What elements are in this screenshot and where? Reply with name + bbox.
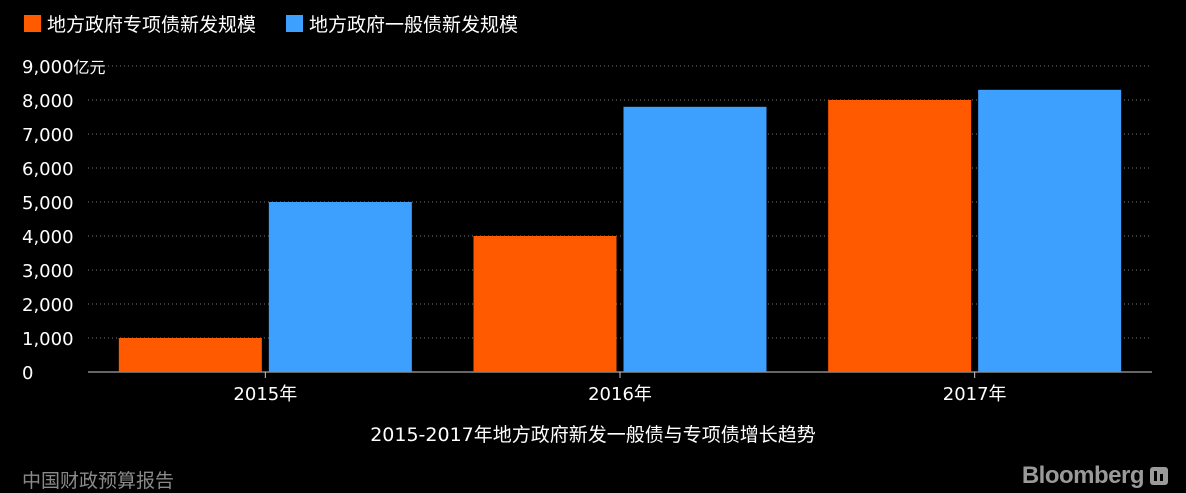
bar	[623, 106, 767, 373]
legend-item-special: 地方政府专项债新发规模	[24, 10, 256, 37]
chart-title: 2015-2017年地方政府新发一般债与专项债增长趋势	[370, 424, 816, 446]
bar	[828, 100, 972, 372]
y-tick-label: 2,000	[22, 295, 74, 316]
x-tick-label: 2017年	[943, 384, 1007, 405]
bar	[268, 202, 412, 372]
legend-label-special: 地方政府专项债新发规模	[47, 14, 257, 36]
y-tick-label: 9,000亿元	[22, 57, 106, 78]
brand-logo: Bloomberg	[1022, 462, 1168, 490]
y-tick-label: 5,000	[22, 193, 74, 214]
bar-chart: 0 1,000 2,000 3,000 4,000 5,000 6,000 7,000 8,00…	[22, 57, 1152, 446]
brand-text: Bloomberg	[1021, 462, 1145, 489]
y-tick-label: 4,000	[22, 227, 74, 248]
legend-swatch-special	[24, 15, 41, 32]
chart-icon	[1150, 467, 1168, 485]
source-note: 中国财政预算报告	[22, 470, 175, 492]
y-unit-label: 亿元	[74, 58, 106, 77]
y-tick-label: 6,000	[22, 159, 74, 180]
x-tick-label: 2016年	[588, 384, 652, 405]
legend-item-general: 地方政府一般债新发规模	[286, 10, 518, 37]
x-tick-label: 2015年	[233, 384, 297, 405]
y-tick-label: 7,000	[22, 125, 74, 146]
y-tick-label: 3,000	[22, 261, 74, 282]
bar	[978, 89, 1122, 373]
y-tick-label: 0	[22, 363, 33, 384]
y-tick-label: 1,000	[22, 329, 74, 350]
legend-label-general: 地方政府一般债新发规模	[309, 14, 519, 36]
bar	[473, 236, 617, 372]
y-tick-label: 8,000	[22, 91, 74, 112]
bar	[118, 338, 262, 372]
legend-swatch-general	[286, 15, 304, 32]
legend: 地方政府专项债新发规模 地方政府一般债新发规模	[24, 10, 548, 37]
